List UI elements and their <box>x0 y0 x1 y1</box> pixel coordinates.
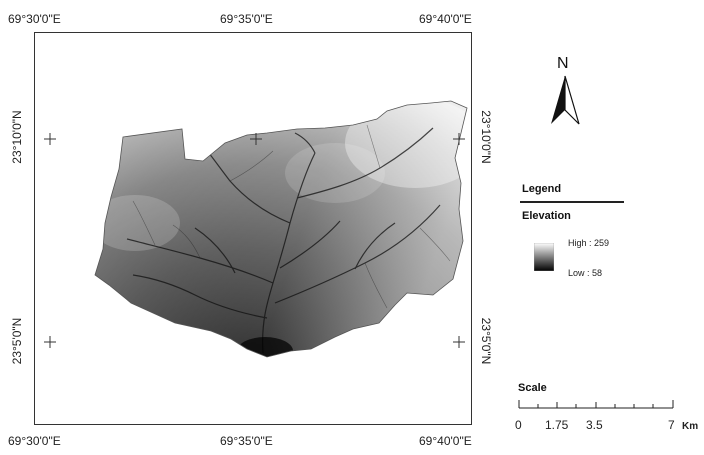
right-lat-label-1: 23°10'0"N <box>479 110 493 164</box>
bottom-lon-label-1: 69°30'0"E <box>8 434 61 448</box>
legend-divider <box>520 201 624 203</box>
bottom-lon-label-3: 69°40'0"E <box>419 434 472 448</box>
left-lat-label-1: 23°10'0"N <box>10 110 24 164</box>
top-lon-label-2: 69°35'0"E <box>220 12 273 26</box>
graticule-crosses <box>44 133 465 348</box>
legend-title: Legend <box>522 183 562 195</box>
scale-bar <box>518 400 674 409</box>
legend-layer-name: Elevation <box>522 210 571 222</box>
scale-tick-3: 7 <box>668 418 675 432</box>
legend-low-label: Low : 58 <box>568 268 603 278</box>
north-label: N <box>557 55 569 72</box>
scale-title: Scale <box>518 382 547 394</box>
top-lon-label-1: 69°30'0"E <box>8 12 61 26</box>
top-lon-label-3: 69°40'0"E <box>419 12 472 26</box>
map-frame <box>34 32 472 425</box>
north-arrow-icon <box>551 75 580 125</box>
scale-tick-1: 1.75 <box>545 418 569 432</box>
left-lat-label-2: 23°5'0"N <box>10 317 24 365</box>
bottom-lon-label-2: 69°35'0"E <box>220 434 273 448</box>
scale-tick-0: 0 <box>515 418 522 432</box>
scale-tick-2: 3.5 <box>586 418 603 432</box>
legend-high-label: High : 259 <box>568 238 610 248</box>
scale-unit: Km <box>682 421 699 432</box>
elevation-map <box>44 100 468 358</box>
elevation-color-ramp <box>534 243 554 271</box>
right-lat-label-2: 23°5'0"N <box>479 317 493 365</box>
